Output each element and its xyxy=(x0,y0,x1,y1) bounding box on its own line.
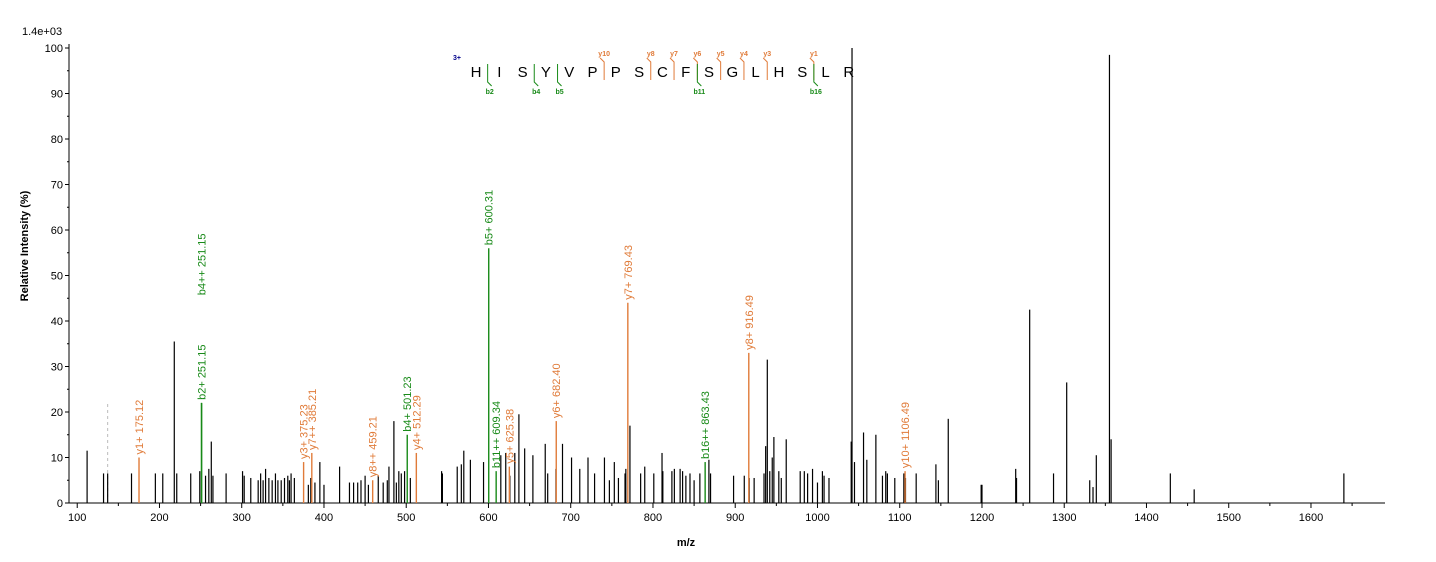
x-tick-label: 1600 xyxy=(1299,512,1323,524)
residue: R xyxy=(843,64,854,81)
residue: G xyxy=(726,64,738,81)
peak-label: y8++ 459.21 xyxy=(368,416,380,477)
x-tick-label: 600 xyxy=(479,512,497,524)
x-tick-label: 400 xyxy=(315,512,333,524)
y-tick-label: 100 xyxy=(45,43,63,55)
y-cleavage-mark xyxy=(716,57,722,80)
x-tick-label: 900 xyxy=(726,512,744,524)
y-tick-label: 80 xyxy=(51,134,63,146)
residue: L xyxy=(821,64,829,81)
y-ion-tag: y8 xyxy=(647,51,655,58)
y-ion-tag: y7 xyxy=(670,51,678,58)
x-tick-label: 800 xyxy=(644,512,662,524)
y-cleavage-mark xyxy=(809,57,815,80)
residue: H xyxy=(773,64,784,81)
b-cleavage-mark xyxy=(487,64,493,87)
peak-label: y6+ 682.40 xyxy=(551,363,563,418)
scale-label: 1.4e+03 xyxy=(22,26,62,38)
b-ion-tag: b2 xyxy=(486,89,494,96)
residue: I xyxy=(497,64,501,81)
x-tick-label: 200 xyxy=(150,512,168,524)
x-tick-label: 1000 xyxy=(805,512,829,524)
residue: S xyxy=(797,64,807,81)
x-tick-label: 100 xyxy=(68,512,86,524)
y-ion-tag: y6 xyxy=(693,51,701,58)
b-ion-tag: b16 xyxy=(810,89,822,96)
residue: P xyxy=(587,64,597,81)
b-ion-tag: b4 xyxy=(532,89,540,96)
residue: C xyxy=(657,64,668,81)
y-tick-label: 20 xyxy=(51,407,63,419)
y-ion-tag: y3 xyxy=(763,51,771,58)
x-tick-label: 700 xyxy=(562,512,580,524)
peak-label: y4+ 512.29 xyxy=(411,395,423,450)
peak-label: y3+ 375.23 xyxy=(299,404,311,459)
peak-label: b4++ 251.15 xyxy=(197,233,209,295)
x-axis-label: m/z xyxy=(677,537,696,549)
x-tick-label: 1300 xyxy=(1052,512,1076,524)
y-tick-label: 90 xyxy=(51,89,63,101)
peak-label: y5+ 625.38 xyxy=(504,409,516,464)
y-cleavage-mark xyxy=(692,57,698,80)
y-ion-tag: y4 xyxy=(740,51,748,58)
y-tick-label: 0 xyxy=(57,498,63,510)
x-tick-label: 1500 xyxy=(1216,512,1240,524)
plot-layer: 0 10 20 30 40 50 60 70 80 90 100 100 200 300 400 500 600… xyxy=(45,43,1385,524)
x-tick-label: 500 xyxy=(397,512,415,524)
y-cleavage-mark xyxy=(762,57,768,80)
y-ion-tag: y5 xyxy=(717,51,725,58)
b-ion-tag: b11 xyxy=(694,89,706,96)
y-cleavage-mark xyxy=(599,57,605,80)
y-ion-tag: y1 xyxy=(810,51,818,58)
residue: V xyxy=(564,64,574,81)
y-tick-label: 60 xyxy=(51,225,63,237)
x-tick-label: 1400 xyxy=(1134,512,1158,524)
y-cleavage-mark xyxy=(739,57,745,80)
residue: S xyxy=(518,64,528,81)
residue: P xyxy=(611,64,621,81)
y-tick-label: 40 xyxy=(51,316,63,328)
charge-state: 3+ xyxy=(453,55,461,62)
b-cleavage-mark xyxy=(696,64,702,87)
b-ion-tag: b5 xyxy=(555,89,563,96)
peak-label: b2+ 251.15 xyxy=(197,345,209,400)
y-cleavage-mark xyxy=(646,57,652,80)
y-tick-label: 70 xyxy=(51,180,63,192)
residue: S xyxy=(704,64,714,81)
residue: L xyxy=(751,64,759,81)
peak-label: y8+ 916.49 xyxy=(744,295,756,350)
y-cleavage-mark xyxy=(669,57,675,80)
y-axis-label: Relative Intensity (%) xyxy=(19,190,31,301)
residue: H xyxy=(471,64,482,81)
x-tick-label: 300 xyxy=(233,512,251,524)
residue: Y xyxy=(541,64,551,81)
peak-label: y7+ 769.43 xyxy=(623,245,635,300)
peak-label: b16++ 863.43 xyxy=(700,391,712,459)
peak-label: b4+ 501.23 xyxy=(402,376,414,431)
x-tick-label: 1100 xyxy=(888,512,912,524)
y-tick-label: 10 xyxy=(51,453,63,465)
peak-label: b11++ 609.34 xyxy=(491,401,503,468)
peak-label: y1+ 175.12 xyxy=(134,400,146,455)
b-cleavage-mark xyxy=(533,64,539,87)
residue: F xyxy=(681,64,690,81)
b-cleavage-mark xyxy=(557,64,562,87)
b-cleavage-mark xyxy=(813,64,819,87)
peak-label: b5+ 600.31 xyxy=(484,190,496,245)
y-tick-label: 50 xyxy=(51,271,63,283)
y-tick-label: 30 xyxy=(51,362,63,374)
x-tick-label: 1200 xyxy=(970,512,994,524)
peak-label: y7++ 385.21 xyxy=(307,389,319,450)
residue: S xyxy=(634,64,644,81)
peak-label: y10+ 1106.49 xyxy=(900,402,912,468)
y-ion-tag: y10 xyxy=(598,51,610,58)
